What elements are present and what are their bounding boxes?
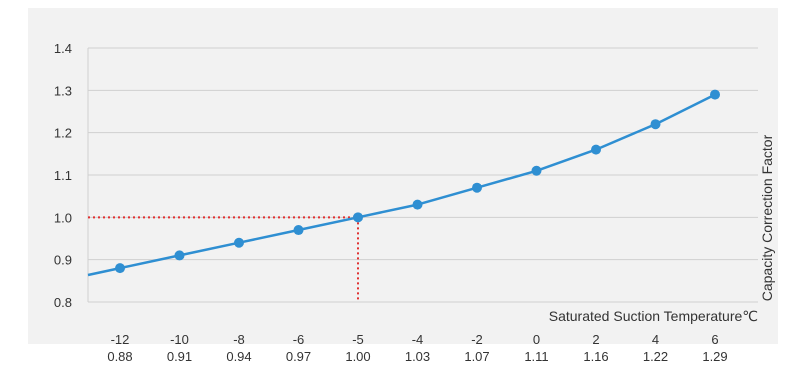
x-tick-label: -2 xyxy=(471,332,483,347)
y-tick-label: 1.4 xyxy=(54,41,72,56)
value-label: 0.91 xyxy=(167,349,192,364)
x-axis-label: Saturated Suction Temperature℃ xyxy=(549,308,758,324)
series-line xyxy=(87,93,716,277)
value-label: 1.11 xyxy=(524,349,548,364)
y-tick-labels: 1.4 1.3 1.2 1.1 1.0 0.9 0.8 xyxy=(54,41,72,310)
x-tick-label: 4 xyxy=(652,332,659,347)
value-labels: 0.88 0.91 0.94 0.97 1.00 1.03 1.07 1.11 1.16 1.22… xyxy=(107,349,727,364)
y-tick-label: 0.8 xyxy=(54,295,72,310)
y-tick-label: 1.3 xyxy=(54,83,72,98)
data-point xyxy=(650,119,661,130)
grid-lines xyxy=(87,47,758,303)
y-tick-label: 0.9 xyxy=(54,253,72,268)
value-label: 0.88 xyxy=(107,349,132,364)
value-label: 1.07 xyxy=(464,349,489,364)
x-tick-label: -4 xyxy=(412,332,424,347)
x-tick-label: -10 xyxy=(170,332,189,347)
x-tick-label: 6 xyxy=(711,332,718,347)
value-label: 1.29 xyxy=(702,349,727,364)
x-tick-label: -5 xyxy=(352,332,364,347)
x-tick-labels: -12 -10 -8 -6 -5 -4 -2 0 2 4 6 xyxy=(111,332,719,347)
data-point xyxy=(353,212,363,223)
y-tick-label: 1.0 xyxy=(54,210,72,225)
x-tick-label: -12 xyxy=(111,332,130,347)
value-label: 1.03 xyxy=(405,349,430,364)
data-point xyxy=(412,199,423,210)
data-point xyxy=(531,165,542,176)
x-tick-label: -8 xyxy=(233,332,245,347)
data-point xyxy=(174,250,185,261)
value-label: 1.00 xyxy=(345,349,370,364)
value-label: 0.94 xyxy=(226,349,251,364)
highlight-guides xyxy=(88,216,359,302)
x-tick-label: -6 xyxy=(293,332,305,347)
x-tick-label: 2 xyxy=(592,332,599,347)
data-point xyxy=(115,263,125,274)
value-label: 1.16 xyxy=(583,349,608,364)
data-point xyxy=(234,237,244,248)
y-tick-label: 1.2 xyxy=(54,126,72,141)
x-tick-label: 0 xyxy=(533,332,540,347)
data-points xyxy=(115,89,720,274)
data-point xyxy=(293,225,304,236)
data-point xyxy=(591,144,601,155)
value-label: 1.22 xyxy=(643,349,668,364)
chart-panel xyxy=(28,8,778,344)
data-point xyxy=(710,89,720,100)
value-label: 0.97 xyxy=(286,349,311,364)
data-point xyxy=(472,182,482,193)
y-tick-label: 1.1 xyxy=(54,168,72,183)
y-axis-label: Capacity Correction Factor xyxy=(759,134,775,301)
